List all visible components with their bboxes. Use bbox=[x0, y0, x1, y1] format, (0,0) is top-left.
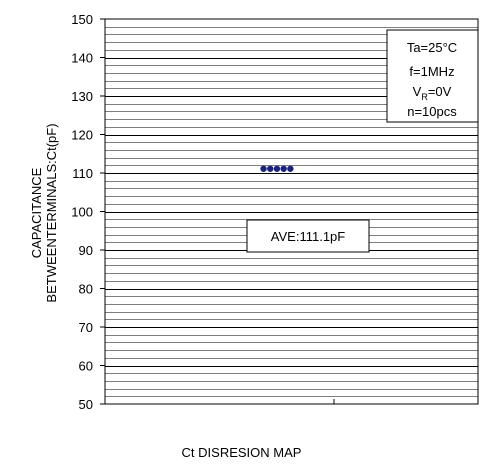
y-tick-label: 100 bbox=[71, 205, 93, 220]
y-axis-label-line2: BETWEENTERMINALS:Ct(pF) bbox=[44, 123, 59, 302]
y-axis-label-line1: CAPACITANCE bbox=[29, 167, 44, 258]
plot-frame bbox=[104, 18, 479, 405]
condition-ta: Ta=25°C bbox=[407, 40, 457, 55]
data-point bbox=[273, 165, 281, 172]
condition-sample-count: n=10pcs bbox=[407, 104, 457, 119]
conditions-box: Ta=25°C f=1MHz VR=0V n=10pcs bbox=[386, 29, 479, 123]
condition-vr: VR=0V bbox=[413, 84, 452, 102]
y-tick-label: 130 bbox=[71, 89, 93, 104]
y-tick-label: 140 bbox=[71, 51, 93, 66]
condition-frequency: f=1MHz bbox=[409, 64, 454, 79]
data-point bbox=[280, 165, 287, 172]
data-point bbox=[287, 165, 294, 172]
y-tick-label: 60 bbox=[79, 359, 93, 374]
y-axis-label: CAPACITANCE BETWEENTERMINALS:Ct(pF) bbox=[29, 123, 59, 302]
y-tick-label: 120 bbox=[71, 128, 93, 143]
y-tick-label: 150 bbox=[71, 12, 93, 27]
y-tick-label: 90 bbox=[79, 243, 93, 258]
y-tick-label: 50 bbox=[79, 397, 93, 412]
y-tick-label: 110 bbox=[72, 166, 93, 181]
y-tick-label: 70 bbox=[79, 320, 93, 335]
x-axis-label: Ct DISRESION MAP bbox=[181, 445, 302, 460]
average-label: AVE:111.1pF bbox=[271, 229, 345, 244]
data-points bbox=[260, 165, 294, 172]
y-tick-label: 80 bbox=[79, 282, 93, 297]
data-point bbox=[267, 165, 274, 172]
data-point bbox=[260, 165, 267, 172]
y-tick-labels: 50 60 70 80 90 100 110 120 130 140 150 bbox=[71, 12, 105, 412]
average-box: AVE:111.1pF bbox=[246, 219, 370, 253]
